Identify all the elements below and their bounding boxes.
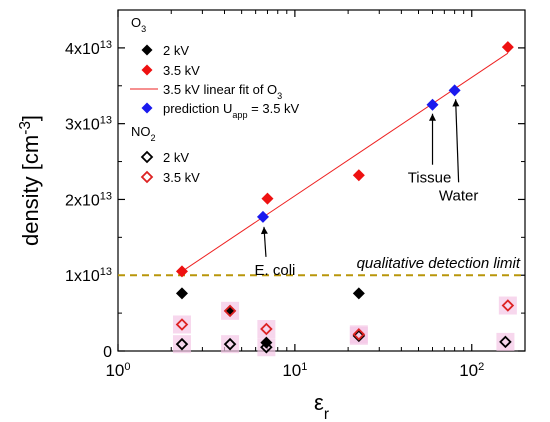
no2-2kv-point: [260, 340, 273, 354]
legend-o3-35kv-marker: [141, 64, 153, 76]
o3-2kv-point: [175, 287, 188, 300]
no2-halo: [221, 335, 240, 354]
no2-35kv-point: [223, 304, 237, 318]
prediction-point: [426, 98, 439, 111]
axis-ticks: 100 101 102 0 1x1013 2x1013 3x1013 4x1013: [65, 10, 526, 380]
axis-labels: εr density [cm-3]: [17, 115, 329, 422]
y-tick-label: 2x1013: [65, 190, 112, 209]
no2-halo: [257, 320, 276, 339]
legend: O3 2 kV 3.5 kV 3.5 kV linear fit of O3predi…: [130, 15, 300, 185]
y-tick-label: 4x1013: [65, 39, 112, 58]
legend-fit-label: 3.5 kV linear fit of O3: [163, 82, 282, 101]
legend-no2-2kv-label: 2 kV: [163, 150, 189, 165]
plot-border: [117, 9, 526, 352]
no2-halo: [496, 332, 515, 351]
detection-limit: qualitative detection limit: [118, 255, 525, 277]
prediction-point: [448, 84, 461, 97]
no2-2kv-point: [499, 335, 512, 349]
x-tick-label: 102: [459, 361, 484, 380]
no2-35kv-point: [175, 318, 189, 331]
legend-o3-35kv-label: 3.5 kV: [163, 63, 200, 78]
water-arrow-head: [452, 99, 460, 107]
legend-no2-2kv-marker: [140, 150, 154, 164]
no2-2kv-point: [352, 329, 366, 343]
legend-prediction-label: prediction Uapp = 3.5 kV: [163, 101, 300, 120]
no2-halo: [172, 315, 191, 334]
legend-no2-35kv-label: 3.5 kV: [163, 170, 200, 185]
legend-o3-2kv-marker: [141, 44, 153, 56]
prediction-point: [256, 210, 269, 223]
y-tick-label: 1x1013: [65, 266, 112, 285]
legend-prediction-marker: [141, 102, 153, 114]
o3-2kv-point: [352, 287, 365, 300]
no2-halo: [498, 296, 517, 315]
legend-o3-heading: O3: [131, 15, 146, 34]
no2-2kv-point: [223, 337, 237, 351]
legend-no2-heading: NO2: [131, 124, 156, 143]
plot-frame: [117, 9, 526, 352]
no2-halo: [349, 325, 368, 344]
legend-o3-2kv-label: 2 kV: [163, 43, 189, 58]
y-axis-label: density [cm-3]: [17, 115, 44, 246]
legend-no2-35kv-marker: [140, 170, 154, 184]
detection-limit-label: qualitative detection limit: [357, 255, 521, 272]
o3-35kv-point: [352, 169, 365, 182]
no2-35kv-point: [352, 328, 366, 341]
x-tick-label: 101: [282, 361, 307, 380]
no2-35kv-point: [260, 322, 273, 336]
x-tick-label: 100: [105, 361, 130, 380]
water-arrow: [455, 99, 460, 183]
no2-35kv-point: [501, 299, 515, 312]
y-tick-label: 0: [103, 344, 112, 361]
o3-35kv-point: [261, 192, 274, 205]
data-points: [172, 41, 517, 357]
water-label: Water: [439, 187, 478, 204]
tissue-arrow-head: [429, 113, 437, 121]
no2-halo: [172, 335, 191, 354]
tissue-label: Tissue: [408, 170, 452, 187]
y-tick-label: 3x1013: [65, 115, 112, 134]
o3-35kv-point: [501, 41, 514, 54]
ecoli-label: E. coli: [255, 262, 296, 279]
x-axis-label: εr: [314, 390, 329, 422]
o3-35kv-point: [175, 265, 188, 278]
no2-2kv-point: [175, 337, 189, 351]
ecoli-arrow-head: [260, 226, 268, 235]
